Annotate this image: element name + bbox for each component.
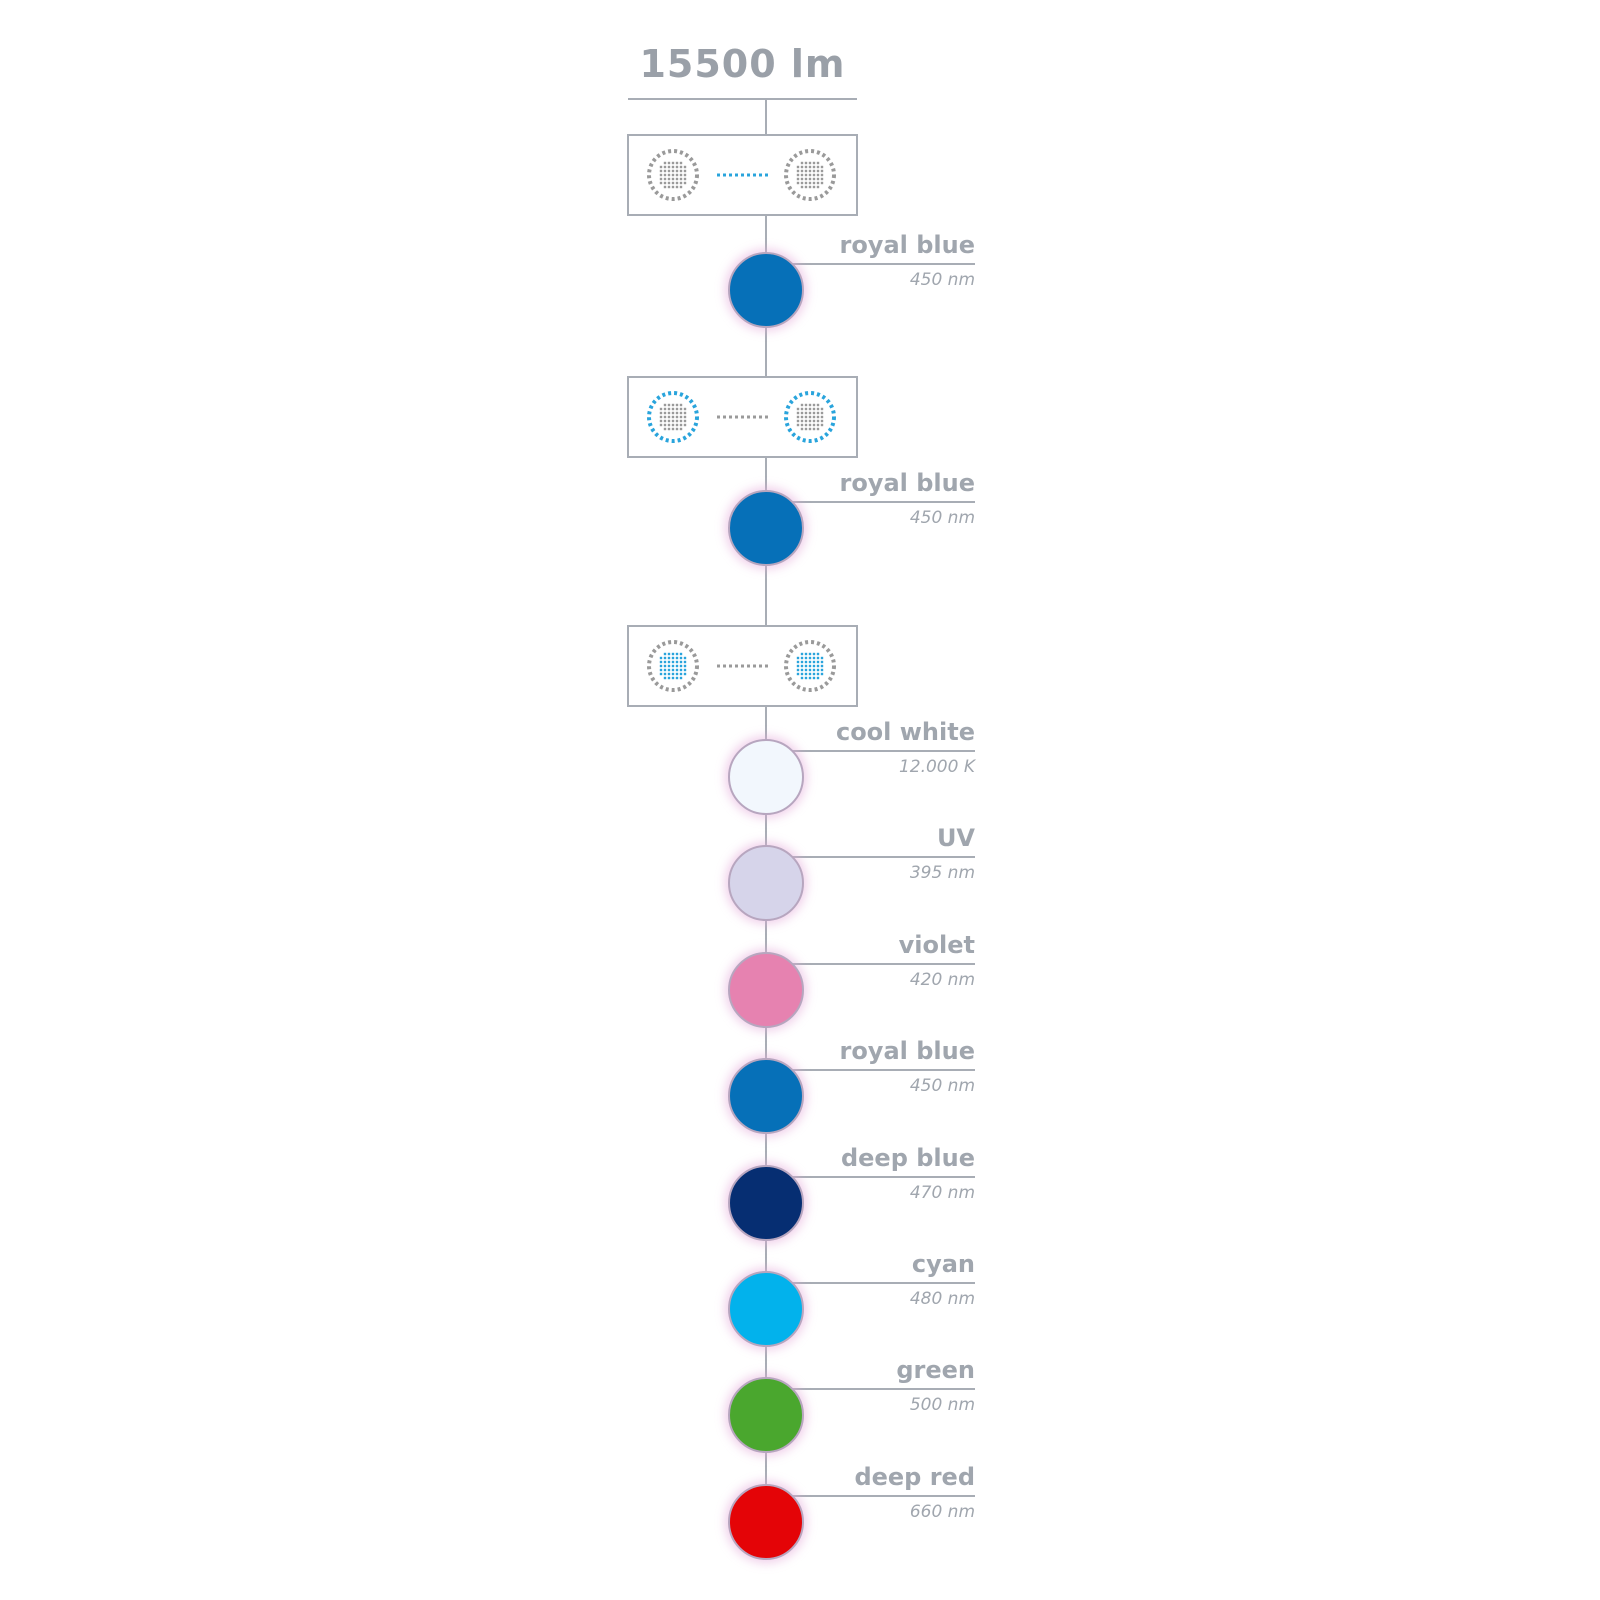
channel-led-4 [725, 842, 975, 924]
channel-name: cool white [835, 718, 975, 746]
emitter-icon-right [784, 149, 836, 201]
channel-value: 450 nm [909, 270, 975, 290]
channel-led-3 [725, 736, 975, 818]
led-module-1 [627, 134, 858, 216]
channel-led-9 [725, 1374, 975, 1456]
channel-value: 420 nm [909, 970, 975, 990]
channel-dot [728, 490, 804, 566]
emitter-icon-right [784, 391, 836, 443]
channel-name: green [896, 1356, 975, 1384]
emitter-icon-left [647, 640, 699, 692]
channel-name: cyan [911, 1250, 975, 1278]
channel-dot [728, 1377, 804, 1453]
channel-dot [728, 1271, 804, 1347]
emitter-link [717, 415, 768, 419]
channel-value: 470 nm [909, 1183, 975, 1203]
channel-value: 660 nm [909, 1502, 975, 1522]
channel-dot [728, 952, 804, 1028]
channel-value: 395 nm [909, 863, 975, 883]
emitter-icon-left [647, 391, 699, 443]
emitter-link [717, 173, 768, 177]
channel-value: 450 nm [909, 508, 975, 528]
channel-led-1 [725, 249, 975, 331]
channel-led-10 [725, 1481, 975, 1563]
channel-dot [728, 252, 804, 328]
channel-led-2 [725, 487, 975, 569]
channel-name: UV [936, 824, 975, 852]
channel-dot [728, 1058, 804, 1134]
channel-name: royal blue [839, 231, 975, 259]
channel-name: royal blue [839, 469, 975, 497]
channel-led-6 [725, 1055, 975, 1137]
led-module-2 [627, 376, 858, 458]
channel-dot [728, 1165, 804, 1241]
emitter-icon-right [784, 640, 836, 692]
channel-led-5 [725, 949, 975, 1031]
channel-dot [728, 739, 804, 815]
channel-led-7 [725, 1162, 975, 1244]
emitter-icon-left [647, 149, 699, 201]
channel-value: 500 nm [909, 1395, 975, 1415]
channel-value: 450 nm [909, 1076, 975, 1096]
channel-name: deep blue [840, 1144, 975, 1172]
channel-led-8 [725, 1268, 975, 1350]
total-output-title: 15500 lm [639, 42, 846, 86]
channel-dot [728, 1484, 804, 1560]
channel-dot [728, 845, 804, 921]
channel-name: deep red [854, 1463, 975, 1491]
emitter-link [717, 664, 768, 668]
channel-name: violet [898, 931, 975, 959]
channel-name: royal blue [839, 1037, 975, 1065]
channel-value: 12.000 K [898, 757, 975, 777]
channel-value: 480 nm [909, 1289, 975, 1309]
led-module-3 [627, 625, 858, 707]
